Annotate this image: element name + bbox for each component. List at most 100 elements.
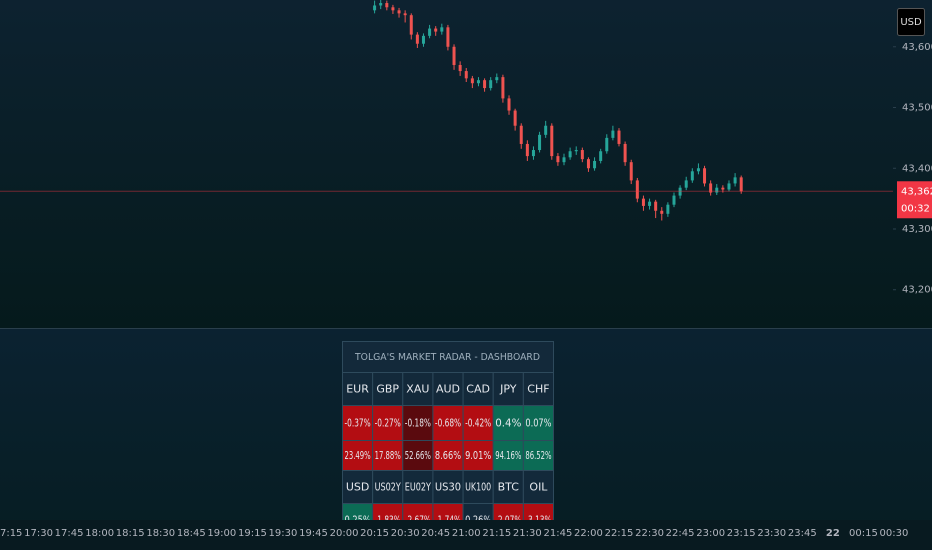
x-tick-label: 00:15 <box>849 528 878 539</box>
candle-body <box>403 13 407 16</box>
dashboard-cell-text: JPY <box>499 383 517 396</box>
x-tick-label: 22:00 <box>574 528 603 539</box>
dashboard-cell <box>402 372 434 406</box>
candle-body <box>446 27 450 47</box>
x-tick-label: 17:45 <box>55 528 84 539</box>
x-tick-label: 00:30 <box>880 528 909 539</box>
candle-body <box>531 150 535 157</box>
candle-body <box>458 64 462 72</box>
candle-body <box>379 3 383 6</box>
candle-body <box>703 168 707 184</box>
dashboard-cell <box>342 470 374 504</box>
dashboard-cell <box>372 440 404 471</box>
candle-body <box>672 195 676 205</box>
dashboard-cell <box>462 405 494 441</box>
dashboard-cell <box>402 440 434 471</box>
x-tick-label: 22 <box>826 528 840 539</box>
y-tick-label: 43,300.0 <box>902 224 932 235</box>
x-tick-label: 20:15 <box>360 528 389 539</box>
dashboard-cell-text: -0.37% <box>345 417 371 430</box>
dashboard-cell-text: US02Y <box>375 481 401 494</box>
dashboard-cell-text: AUD <box>436 383 460 396</box>
dashboard-cell-text: 86.52% <box>525 449 551 462</box>
candle-body <box>476 80 480 84</box>
candle-body <box>538 134 542 151</box>
dashboard-cell-text: -0.27% <box>375 417 401 430</box>
x-tick-label: 17:30 <box>24 528 53 539</box>
x-tick-label: 23:30 <box>757 528 786 539</box>
candle-body <box>611 130 615 138</box>
candle-body <box>605 137 609 152</box>
candle-body <box>556 156 560 163</box>
y-tick-label: 43,200.0 <box>902 285 932 296</box>
candle-body <box>684 180 688 188</box>
candle-body <box>525 143 529 157</box>
dashboard-cell <box>522 470 554 504</box>
candle-body <box>391 7 395 11</box>
countdown-label: 00:32 <box>901 203 930 214</box>
time-axis <box>0 520 932 550</box>
dashboard-cell <box>372 405 404 441</box>
candle-body <box>648 201 652 206</box>
dashboard-cell-text: USD <box>346 481 370 494</box>
dashboard-cell <box>492 405 524 441</box>
dashboard-cell-text: XAU <box>406 383 429 396</box>
dashboard-cell-text: GBP <box>376 383 399 396</box>
x-tick-label: 21:30 <box>513 528 542 539</box>
x-tick-label: 18:15 <box>116 528 145 539</box>
dashboard-cell-text: -0.68% <box>435 417 461 430</box>
candle-body <box>513 110 517 126</box>
x-tick-label: 17:15 <box>0 528 22 539</box>
candle-body <box>715 187 719 193</box>
dashboard-cell-text: 17.88% <box>375 449 401 462</box>
dashboard-title-cell <box>342 341 554 373</box>
candle-body <box>641 198 645 206</box>
dashboard-cell-text: 23.49% <box>345 449 371 462</box>
dashboard-cell-text: EU02Y <box>405 481 431 494</box>
dashboard-cell-text: UK100 <box>465 481 491 494</box>
dashboard-cell-text: 0.07% <box>525 417 551 430</box>
x-tick-label: 21:15 <box>482 528 511 539</box>
x-tick-label: 23:45 <box>788 528 817 539</box>
dashboard-cell <box>372 372 404 406</box>
candle-body <box>507 98 511 111</box>
x-tick-label: 22:45 <box>666 528 695 539</box>
dashboard-cell-text: 94.16% <box>495 449 521 462</box>
currency-button[interactable] <box>897 8 925 36</box>
dashboard-title: TOLGA'S MARKET RADAR - DASHBOARD <box>354 352 540 363</box>
x-tick-label: 21:00 <box>452 528 481 539</box>
dashboard-cell <box>372 470 404 504</box>
dashboard-cell-text: CAD <box>466 383 490 396</box>
candle-body <box>397 10 401 14</box>
candle-body <box>678 187 682 196</box>
candle-body <box>489 80 493 89</box>
dashboard-cell <box>492 470 524 504</box>
candle-body <box>434 28 438 32</box>
x-tick-label: 18:45 <box>177 528 206 539</box>
dashboard-cell-text: BTC <box>498 481 520 494</box>
candle-body <box>635 180 639 199</box>
dashboard-cell <box>432 470 464 504</box>
dashboard-cell-text: OIL <box>529 481 548 494</box>
dashboard-cell <box>522 372 554 406</box>
candle-body <box>666 204 670 214</box>
candle-body <box>440 27 444 32</box>
candle-body <box>483 80 487 89</box>
candle-body <box>550 125 554 157</box>
x-tick-label: 22:30 <box>635 528 664 539</box>
x-tick-label: 19:30 <box>269 528 298 539</box>
candle-body <box>690 171 694 181</box>
dashboard-cell-text: 52.66% <box>405 449 431 462</box>
y-tick-label: 43,500.0 <box>902 103 932 114</box>
candle-body <box>574 150 578 152</box>
dashboard-cell-text: -0.42% <box>465 417 491 430</box>
x-tick-label: 19:15 <box>238 528 267 539</box>
candle-body <box>696 168 700 172</box>
candle-body <box>519 125 523 144</box>
x-tick-label: 20:00 <box>330 528 359 539</box>
candle-body <box>452 46 456 65</box>
dashboard-cell-text: 9.01% <box>465 449 491 462</box>
dashboard-cell <box>522 440 554 471</box>
candle-body <box>727 183 731 190</box>
